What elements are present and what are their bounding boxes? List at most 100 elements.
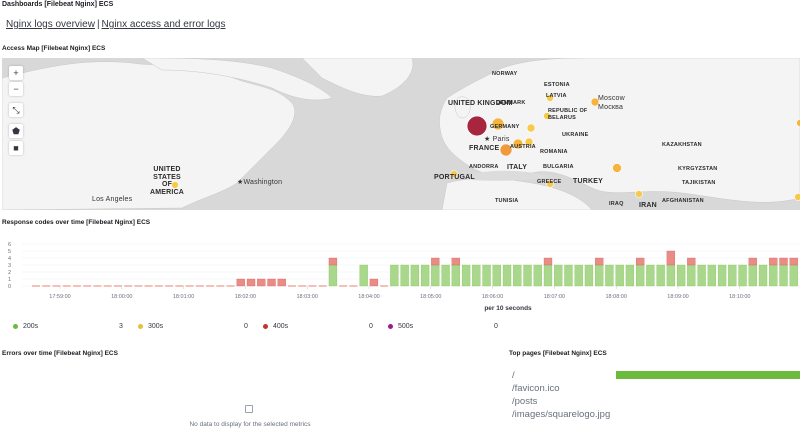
y-tick-label: 1 <box>8 277 11 283</box>
link-separator: | <box>96 19 100 30</box>
bar-200s <box>513 264 522 287</box>
no-data-message: No data to display for the selected metr… <box>189 421 311 428</box>
link-nginx-access-error-logs[interactable]: Nginx access and error logs <box>101 19 226 30</box>
bar-400s <box>687 257 696 266</box>
map-label-los-angeles: Los Angeles <box>92 196 133 203</box>
bar-400s <box>789 257 798 266</box>
map-label-bulgaria: BULGARIA <box>543 164 574 170</box>
legend-item-300s[interactable]: 300s <box>138 323 163 330</box>
map-label-france: FRANCE <box>469 145 500 152</box>
bar-200s <box>584 264 594 287</box>
legend-dot-300s <box>138 323 143 329</box>
bar-200s <box>615 264 624 287</box>
top-page-item[interactable]: /favicon.ico <box>512 383 560 394</box>
legend-value-400s: 0 <box>369 323 373 330</box>
bar-400s <box>267 278 276 287</box>
map-label-ukraine: UKRAINE <box>562 132 589 138</box>
bar-200s <box>420 264 430 287</box>
bar-200s <box>676 264 686 287</box>
map-label-belarus: REPUBLIC OF BELARUS <box>548 108 588 121</box>
map-label-andorra: ANDORRA <box>469 164 499 170</box>
bar-200s <box>564 264 573 287</box>
legend-label-500s: 500s <box>398 323 414 330</box>
y-tick-label: 3 <box>8 263 11 269</box>
legend-label-400s: 400s <box>273 323 289 330</box>
legend-value-300s: 0 <box>244 323 248 330</box>
y-tick-label: 5 <box>8 249 11 255</box>
bar-200s <box>738 264 747 287</box>
map-label-moscow: Moscow <box>598 95 625 102</box>
zoom-out-button[interactable]: − <box>9 82 23 96</box>
bar-200s <box>461 264 471 287</box>
bar-400s <box>636 257 645 266</box>
map-label-austria: AUSTRIA <box>510 144 536 150</box>
panel-title-top-pages: Top pages [Filebeat Nginx] ECS <box>509 350 607 357</box>
legend-dot-200s <box>13 323 18 329</box>
x-tick-label: 18:08:00 <box>605 294 626 300</box>
fit-bounds-icon[interactable]: ⤡ <box>9 103 23 117</box>
bar-200s <box>717 264 727 287</box>
legend-item-400s[interactable]: 400s <box>263 323 288 330</box>
x-tick-label: 17:59:00 <box>49 294 70 300</box>
y-tick-label: 6 <box>8 242 11 248</box>
link-nginx-logs-overview[interactable]: Nginx logs overview <box>6 19 95 30</box>
top-page-item[interactable]: /posts <box>512 396 538 407</box>
bar-400s <box>431 257 440 266</box>
top-page-item[interactable]: /images/squarelogo.jpg <box>512 409 611 420</box>
map-label-washington: ★Washington <box>237 179 283 186</box>
bar-200s <box>769 264 778 287</box>
bar-400s <box>369 278 379 287</box>
bar-200s <box>758 264 768 287</box>
bar-200s <box>451 264 460 287</box>
legend-label-200s: 200s <box>23 323 39 330</box>
x-tick-label: 18:09:00 <box>667 294 688 300</box>
bar-200s <box>646 264 655 287</box>
bar-200s <box>543 264 553 287</box>
bar-200s <box>748 264 757 287</box>
panel-title-response-codes: Response codes over time [Filebeat Nginx… <box>2 219 151 226</box>
legend-label-300s: 300s <box>148 323 164 330</box>
y-tick-label: 2 <box>8 270 11 276</box>
top-page-item[interactable]: / <box>512 370 515 381</box>
top-page-bar <box>616 371 800 379</box>
map-label-iran: IRAN <box>639 202 657 209</box>
bar-200s <box>707 264 716 287</box>
legend-dot-500s <box>388 323 393 329</box>
top-pages-list: / /favicon.ico /posts /images/squarelogo… <box>512 369 610 421</box>
map-label-kyrgyzstan: KYRGYZSTAN <box>678 166 718 172</box>
bar-200s <box>666 264 676 287</box>
bar-400s <box>451 257 460 266</box>
x-tick-label: 18:04:00 <box>358 294 379 300</box>
bar-200s <box>410 264 420 287</box>
bar-200s <box>441 264 450 287</box>
legend-item-500s[interactable]: 500s <box>388 323 413 330</box>
map-label-portugal: PORTUGAL <box>434 174 475 181</box>
panel-title-access-map: Access Map [Filebeat Nginx] ECS <box>2 45 106 52</box>
y-tick-label: 4 <box>8 256 11 262</box>
map-label-paris: ★ Paris <box>484 136 510 143</box>
x-tick-label: 18:01:00 <box>173 294 194 300</box>
map-label-usa: UNITED STATES OF AMERICA <box>149 166 185 196</box>
map-label-greece: GREECE <box>537 179 562 185</box>
x-tick-label: 18:03:00 <box>296 294 317 300</box>
bar-200s <box>390 264 399 287</box>
legend-item-200s[interactable]: 200s <box>13 323 38 330</box>
map-label-estonia: ESTONIA <box>544 82 570 88</box>
bar-200s <box>533 264 542 287</box>
access-map[interactable]: + − ⤡ ⬟ ■ NORWAY ESTONIA LATVIA DENMARK … <box>2 58 800 210</box>
draw-rectangle-icon[interactable]: ■ <box>9 141 23 155</box>
x-tick-label: 18:00:00 <box>111 294 132 300</box>
map-label-norway: NORWAY <box>492 71 518 77</box>
map-label-germany: GERMANY <box>490 124 520 130</box>
bar-200s <box>574 264 583 287</box>
draw-shape-icon[interactable]: ⬟ <box>9 124 23 138</box>
bar-200s <box>492 264 501 287</box>
map-label-moscow-ru: Москва <box>598 104 624 111</box>
map-canvas <box>2 58 800 210</box>
map-label-turkey: TURKEY <box>573 178 603 185</box>
x-tick-label: 18:07:00 <box>544 294 565 300</box>
dashboard-links: Nginx logs overview | Nginx access and err… <box>6 19 226 30</box>
zoom-in-button[interactable]: + <box>9 66 23 80</box>
map-label-tajikistan: TAJIKISTAN <box>682 180 716 186</box>
